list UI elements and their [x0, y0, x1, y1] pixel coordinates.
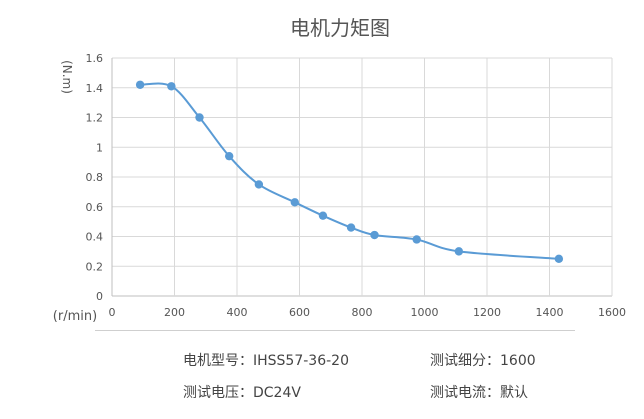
y-axis-label: (N.m) [60, 60, 74, 94]
grid-lines [111, 57, 613, 297]
y-tick-label: 0 [96, 290, 103, 303]
data-point [454, 247, 464, 256]
y-tick-label: 1.4 [86, 82, 104, 95]
x-tick-label: 1000 [411, 306, 439, 319]
x-tick-labels: 0 200 400 600 800 1000 1200 1400 1600 [109, 306, 627, 319]
x-tick-label: 400 [227, 306, 248, 319]
data-point [224, 151, 234, 161]
data-points [135, 80, 564, 264]
x-axis-label: (r/min) [53, 309, 97, 324]
data-point [195, 113, 204, 122]
x-tick-label: 1200 [473, 306, 501, 319]
test-current: 测试电流：默认 [430, 385, 528, 401]
data-point [254, 180, 264, 189]
y-tick-label: 0.6 [86, 201, 104, 214]
data-point [370, 230, 379, 240]
y-tick-label: 0.4 [86, 231, 104, 244]
data-point [135, 80, 145, 89]
data-point [346, 223, 356, 232]
motor-model: 电机型号：IHSS57-36-20 [183, 353, 349, 369]
chart-title: 电机力矩图 [290, 16, 390, 40]
data-point [167, 82, 176, 91]
x-tick-label: 800 [352, 306, 373, 319]
x-tick-label: 1400 [536, 306, 564, 319]
y-tick-labels: 0 0.2 0.4 0.6 0.8 1 1.2 1.4 1.6 [86, 52, 104, 303]
x-tick-label: 0 [109, 306, 116, 319]
torque-series-line [140, 82, 559, 260]
y-tick-label: 1 [96, 141, 103, 154]
test-subdivision: 测试细分：1600 [430, 353, 536, 369]
y-tick-label: 1.2 [86, 112, 104, 125]
test-voltage: 测试电压：DC24V [183, 385, 301, 401]
data-point [554, 254, 564, 264]
data-point [290, 198, 300, 207]
footer-divider [95, 330, 575, 331]
y-tick-label: 0.2 [86, 260, 104, 273]
x-tick-label: 1600 [598, 306, 626, 319]
data-point [318, 211, 328, 220]
y-tick-label: 1.6 [86, 52, 104, 65]
x-tick-label: 200 [164, 306, 185, 319]
x-tick-label: 600 [289, 306, 310, 319]
y-tick-label: 0.8 [86, 171, 104, 184]
data-point [412, 235, 421, 244]
